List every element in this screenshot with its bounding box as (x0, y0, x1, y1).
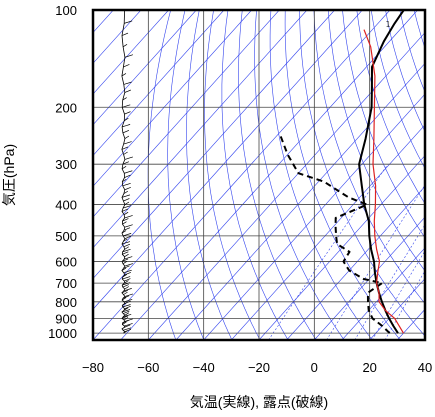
wind-barb (124, 228, 130, 231)
x-tick-label: −40 (193, 360, 215, 375)
wind-barb (122, 222, 126, 225)
y-tick-label: 800 (55, 295, 77, 310)
wind-barb (123, 64, 129, 67)
x-tick-label: 20 (362, 360, 376, 375)
x-tick-label: 40 (418, 360, 432, 375)
y-tick-label: 100 (55, 3, 77, 18)
mixing-ratio-label: 1 (385, 20, 390, 29)
isotherm-line (0, 10, 169, 340)
dry-adiabat-line (428, 10, 435, 340)
wind-barb (123, 130, 129, 133)
dry-adiabat-line (187, 10, 232, 340)
wind-barb (125, 247, 129, 250)
wind-barb (122, 252, 128, 255)
wind-barb (125, 157, 133, 160)
wind-barb (125, 90, 131, 93)
wind-barb (123, 199, 129, 202)
wind-barb (125, 286, 129, 289)
dry-adiabat-line (400, 10, 435, 340)
isotherm-line (176, 10, 435, 340)
wind-barb (125, 215, 133, 218)
y-axis-title: 気圧(hPa) (1, 144, 17, 206)
isotherm-line (425, 10, 435, 340)
x-axis-title: 気温(実線), 露点(破線) (190, 394, 328, 410)
x-tick-label: −20 (248, 360, 270, 375)
y-tick-label: 400 (55, 198, 77, 213)
isotherm-line (93, 10, 390, 340)
wind-barb (124, 21, 132, 24)
dry-adiabat-line (222, 10, 288, 340)
y-tick-label: 500 (55, 229, 77, 244)
isotherm-line (38, 10, 335, 340)
wind-barb (125, 225, 133, 228)
y-tick-label: 300 (55, 157, 77, 172)
x-axis-ticks: −80 −60 −40 −20 0 20 40 (82, 360, 432, 375)
mixing-ratio-line (385, 164, 435, 340)
isotherm-line (0, 10, 196, 340)
dry-adiabat-line (343, 10, 435, 340)
isotherm-line (231, 10, 435, 340)
wind-barb (123, 44, 127, 47)
y-tick-label: 1000 (48, 326, 77, 341)
wind-barb (125, 55, 133, 58)
dry-adiabat-line (205, 10, 261, 340)
wind-barb-profile (122, 8, 133, 334)
isotherm-line (204, 10, 435, 340)
mixing-ratio-line (327, 164, 435, 340)
x-tick-label: −60 (137, 360, 159, 375)
wind-barb (125, 254, 129, 257)
wind-barb (124, 171, 132, 174)
dry-adiabat-line (239, 10, 317, 340)
wind-barb (125, 187, 131, 190)
dry-adiabat-line (270, 10, 372, 340)
dry-adiabat-line (386, 10, 435, 340)
isotherm-line (397, 10, 435, 340)
x-tick-label: 0 (311, 360, 318, 375)
wind-barb (124, 112, 130, 115)
wind-barb (125, 264, 133, 267)
wind-barb (125, 319, 133, 322)
wind-barb (124, 152, 128, 155)
wind-barb (122, 33, 128, 36)
wind-barb (124, 279, 130, 282)
wind-barb (124, 244, 130, 247)
dry-adiabat-line (148, 10, 176, 340)
wind-barb (122, 124, 130, 127)
dry-adiabat-line (255, 10, 345, 340)
wind-barb (124, 257, 132, 260)
y-tick-label: 200 (55, 100, 77, 115)
x-tick-label: −80 (82, 360, 104, 375)
y-tick-label: 600 (55, 255, 77, 270)
mixing-ratio-line (355, 164, 435, 340)
y-tick-label: 900 (55, 311, 77, 326)
wind-barb (123, 292, 127, 295)
isotherm-line (0, 10, 224, 340)
wind-barb (125, 136, 129, 139)
y-tick-label: 700 (55, 276, 77, 291)
wind-barb (123, 183, 131, 186)
wind-barb (124, 142, 132, 145)
